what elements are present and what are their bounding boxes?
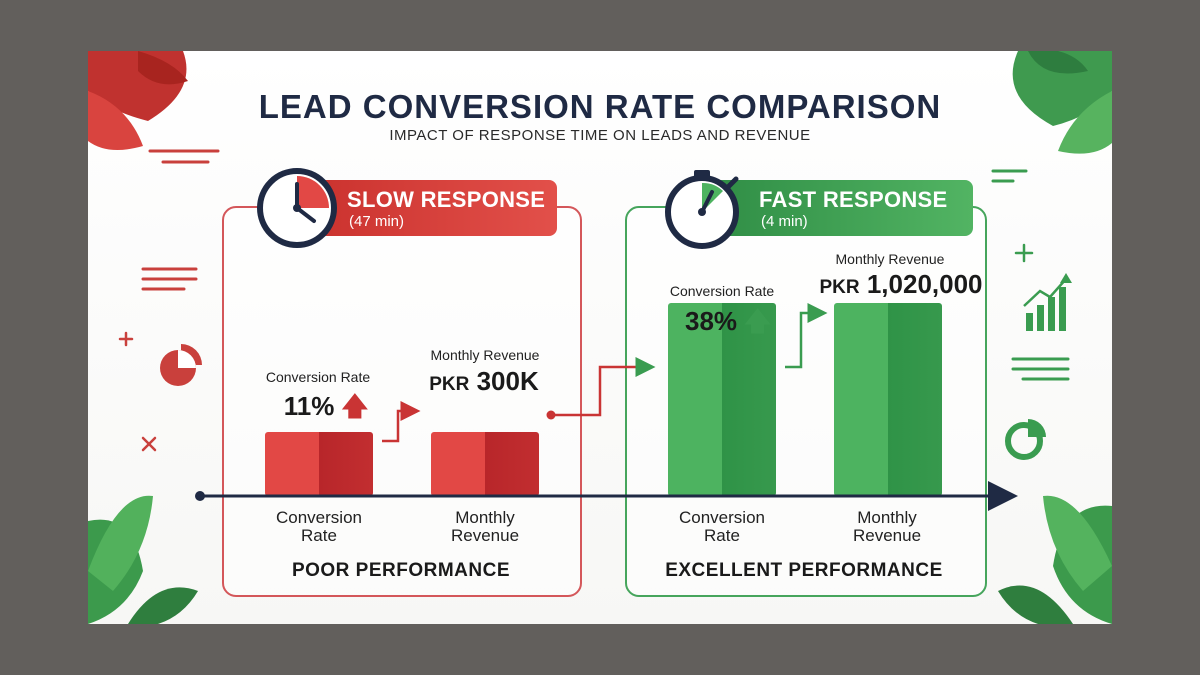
connector-arrow bbox=[546, 357, 656, 420]
bars bbox=[265, 303, 942, 496]
close-icon bbox=[141, 436, 157, 452]
slow-revenue-title: Monthly Revenue bbox=[430, 347, 540, 363]
connector-arrow bbox=[785, 303, 828, 369]
dash-lines bbox=[991, 169, 1070, 381]
fast-response-banner: FAST RESPONSE (4 min) bbox=[707, 180, 973, 236]
plus-icon bbox=[1014, 243, 1034, 263]
x-axis bbox=[195, 481, 1018, 511]
poor-performance-label: POOR PERFORMANCE bbox=[291, 560, 511, 581]
excellent-performance-label: EXCELLENT PERFORMANCE bbox=[665, 560, 943, 581]
slow-axis-conversion: Conversion Rate bbox=[276, 508, 362, 545]
clock-icon bbox=[257, 168, 337, 248]
bar-slow-monthly-revenue bbox=[431, 432, 539, 496]
fast-heading: FAST RESPONSE bbox=[759, 187, 948, 212]
leaf-icon bbox=[1012, 51, 1112, 154]
leaf-icon bbox=[88, 495, 198, 624]
slow-axis-revenue: Monthly Revenue bbox=[450, 508, 520, 545]
fast-conversion-title: Conversion Rate bbox=[669, 283, 775, 299]
fast-axis-revenue: Monthly Revenue bbox=[852, 508, 922, 545]
slow-response-banner: SLOW RESPONSE (47 min) bbox=[295, 180, 557, 236]
fast-revenue-value: PKR 1,020,000 bbox=[819, 269, 983, 299]
leaf-icon bbox=[998, 495, 1112, 624]
slow-revenue-value: PKR 300K bbox=[429, 366, 539, 396]
stopwatch-icon bbox=[665, 170, 739, 249]
decoration-layer bbox=[88, 51, 1112, 624]
page-subtitle: IMPACT OF RESPONSE TIME ON LEADS AND REV… bbox=[389, 127, 811, 144]
arrow-up-icon: 🡅 bbox=[744, 306, 771, 336]
chart-svg bbox=[195, 168, 1018, 511]
page-title: LEAD CONVERSION RATE COMPARISON bbox=[258, 88, 942, 125]
bar-fast-monthly-revenue bbox=[834, 303, 942, 496]
pie-chart-icon bbox=[1005, 419, 1046, 460]
slow-time: (47 min) bbox=[349, 213, 405, 230]
plus-icon bbox=[118, 331, 134, 347]
pie-chart-icon bbox=[160, 344, 202, 386]
infographic-card: LEAD CONVERSION RATE COMPARISON IMPACT O… bbox=[88, 51, 1112, 624]
fast-axis-conversion: Conversion Rate bbox=[679, 508, 765, 545]
arrow-up-icon: 🡅 bbox=[341, 391, 369, 421]
fast-conversion-value: 38% 🡅 bbox=[684, 306, 771, 336]
fast-revenue-title: Monthly Revenue bbox=[835, 251, 945, 267]
connector-arrow bbox=[382, 401, 421, 443]
bar-fast-conversion-rate bbox=[668, 303, 776, 496]
dash-lines bbox=[141, 149, 220, 291]
slow-heading: SLOW RESPONSE bbox=[347, 187, 546, 212]
leaf-icon bbox=[88, 51, 188, 150]
slow-conversion-value: 11% 🡅 bbox=[283, 391, 369, 421]
bar-slow-conversion-rate bbox=[265, 432, 373, 496]
bar-chart-icon bbox=[1023, 273, 1072, 331]
fast-time: (4 min) bbox=[761, 213, 808, 230]
slow-conversion-title: Conversion Rate bbox=[265, 369, 371, 385]
